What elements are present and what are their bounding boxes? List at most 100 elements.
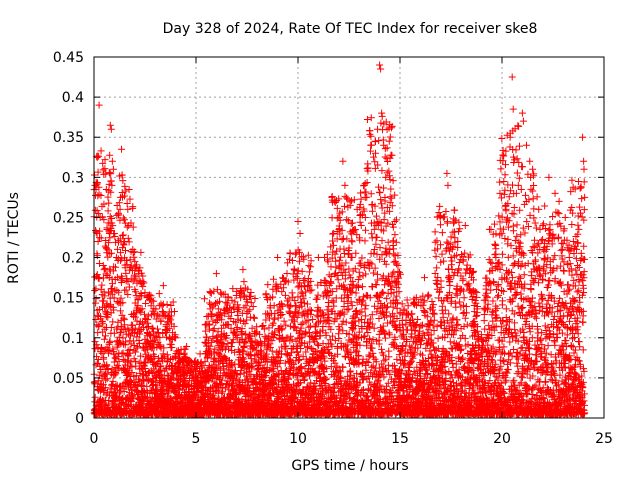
data-point: [130, 253, 138, 261]
data-point: [110, 329, 118, 337]
data-point: [157, 362, 165, 370]
data-point: [138, 382, 146, 390]
data-point: [95, 101, 103, 109]
data-point: [100, 200, 108, 208]
data-point: [377, 65, 385, 73]
data-point: [91, 338, 99, 346]
data-point: [119, 299, 127, 307]
data-point: [157, 317, 165, 325]
data-point: [139, 282, 147, 290]
data-point: [115, 288, 123, 296]
data-point: [120, 216, 128, 224]
data-point: [580, 157, 588, 165]
data-point: [522, 141, 530, 149]
data-point: [120, 388, 128, 396]
data-point: [156, 341, 164, 349]
data-point: [119, 356, 127, 364]
data-point: [120, 321, 128, 329]
data-point: [274, 254, 282, 262]
data-point: [126, 256, 134, 264]
data-point: [104, 246, 112, 254]
data-point: [143, 375, 151, 383]
data-point: [94, 238, 102, 246]
data-point: [212, 270, 220, 278]
data-point: [167, 301, 175, 309]
data-point: [129, 392, 137, 400]
data-point: [160, 344, 168, 352]
data-point: [163, 326, 171, 334]
data-point: [131, 348, 139, 356]
data-point: [97, 368, 105, 376]
data-point: [162, 365, 170, 373]
data-point: [296, 229, 304, 237]
data-point: [129, 203, 137, 211]
data-point: [94, 168, 102, 176]
data-point: [95, 152, 103, 160]
data-point: [141, 359, 149, 367]
data-point: [101, 264, 109, 272]
data-point: [131, 324, 139, 332]
data-point: [165, 324, 173, 332]
data-point: [93, 207, 101, 215]
data-point: [555, 197, 563, 205]
data-point: [535, 205, 543, 213]
data-point: [98, 281, 106, 289]
data-point: [378, 109, 386, 117]
data-point: [116, 338, 124, 346]
data-point: [142, 393, 150, 401]
data-point: [118, 278, 126, 286]
data-point: [114, 353, 122, 361]
data-point: [158, 307, 166, 315]
data-point: [118, 171, 126, 179]
data-point: [165, 389, 173, 397]
data-point: [159, 386, 167, 394]
data-point: [124, 291, 132, 299]
data-point: [110, 350, 118, 358]
data-point: [153, 390, 161, 398]
data-point: [95, 275, 103, 283]
data-point: [130, 329, 138, 337]
data-point: [119, 231, 127, 239]
data-point: [149, 340, 157, 348]
data-point: [96, 380, 104, 388]
data-point: [111, 232, 119, 240]
data-point: [461, 221, 469, 229]
data-point: [163, 351, 171, 359]
data-point: [109, 280, 117, 288]
data-point: [104, 193, 112, 201]
data-point: [161, 311, 169, 319]
data-point: [133, 261, 141, 269]
data-point: [106, 151, 114, 159]
data-point: [117, 322, 125, 330]
data-point: [152, 305, 160, 313]
data-point: [134, 342, 142, 350]
data-point: [132, 288, 140, 296]
data-point: [99, 159, 107, 167]
data-point: [134, 302, 142, 310]
data-point: [147, 292, 155, 300]
data-point: [107, 188, 115, 196]
data-point: [163, 364, 171, 372]
data-point: [122, 187, 130, 195]
data-point: [131, 313, 139, 321]
data-point: [101, 303, 109, 311]
data-point: [110, 294, 118, 302]
data-point: [372, 149, 380, 157]
data-point: [129, 337, 137, 345]
data-point: [146, 331, 154, 339]
data-point: [113, 273, 121, 281]
data-point: [199, 361, 207, 369]
data-point: [115, 211, 123, 219]
data-point: [142, 299, 150, 307]
data-point: [125, 186, 133, 194]
data-point: [100, 216, 108, 224]
data-point: [253, 366, 261, 374]
data-point: [150, 328, 158, 336]
data-point: [168, 395, 176, 403]
data-point: [126, 195, 134, 203]
data-point: [519, 117, 527, 125]
data-point: [119, 365, 127, 373]
data-point: [136, 264, 144, 272]
data-point: [92, 226, 100, 234]
data-point: [183, 342, 191, 350]
